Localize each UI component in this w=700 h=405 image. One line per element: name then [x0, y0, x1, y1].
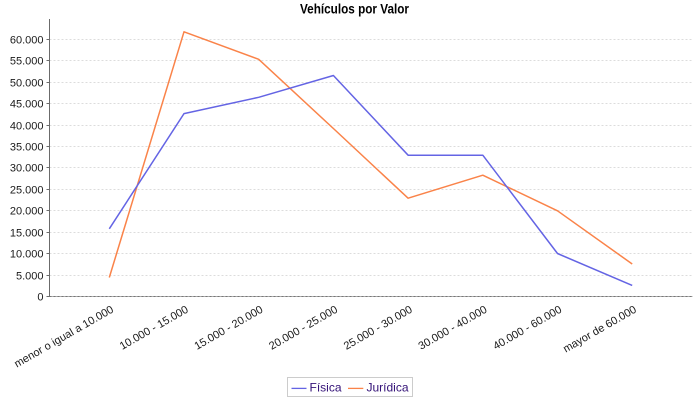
svg-text:50.000: 50.000: [10, 77, 44, 89]
svg-text:35.000: 35.000: [10, 141, 44, 153]
svg-text:0: 0: [37, 291, 43, 303]
svg-text:40.000: 40.000: [10, 120, 44, 132]
svg-text:20.000: 20.000: [10, 205, 44, 217]
svg-text:30.000: 30.000: [10, 162, 44, 174]
svg-text:45.000: 45.000: [10, 98, 44, 110]
svg-text:Física: Física: [310, 381, 342, 395]
svg-text:55.000: 55.000: [10, 55, 44, 67]
svg-text:15.000: 15.000: [10, 227, 44, 239]
svg-text:60.000: 60.000: [10, 34, 44, 46]
svg-text:25.000: 25.000: [10, 184, 44, 196]
svg-text:Jurídica: Jurídica: [367, 381, 409, 395]
svg-text:5.000: 5.000: [16, 270, 44, 282]
svg-text:Vehículos por Valor: Vehículos por Valor: [300, 2, 410, 17]
svg-text:10.000: 10.000: [10, 248, 44, 260]
